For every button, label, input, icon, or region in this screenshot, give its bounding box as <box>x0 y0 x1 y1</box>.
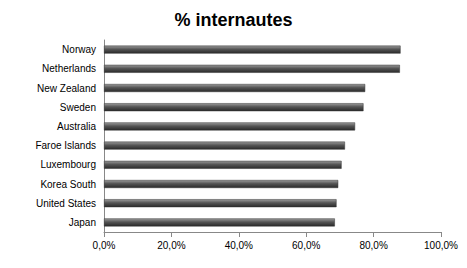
svg-text:20,0%: 20,0% <box>157 240 185 251</box>
svg-text:% internautes: % internautes <box>174 10 292 30</box>
svg-text:New Zealand: New Zealand <box>37 83 96 94</box>
svg-text:Sweden: Sweden <box>60 102 96 113</box>
svg-text:Netherlands: Netherlands <box>42 63 96 74</box>
svg-text:Luxembourg: Luxembourg <box>40 159 96 170</box>
svg-text:0,0%: 0,0% <box>93 240 116 251</box>
svg-text:Faroe Islands: Faroe Islands <box>35 140 96 151</box>
svg-text:40,0%: 40,0% <box>225 240 253 251</box>
svg-text:Korea South: Korea South <box>40 179 96 190</box>
svg-text:Australia: Australia <box>57 121 96 132</box>
svg-text:Japan: Japan <box>69 217 96 228</box>
svg-text:Norway: Norway <box>62 44 96 55</box>
svg-text:United States: United States <box>36 198 96 209</box>
svg-text:100,0%: 100,0% <box>424 240 458 251</box>
svg-text:80,0%: 80,0% <box>359 240 387 251</box>
svg-text:60,0%: 60,0% <box>292 240 320 251</box>
